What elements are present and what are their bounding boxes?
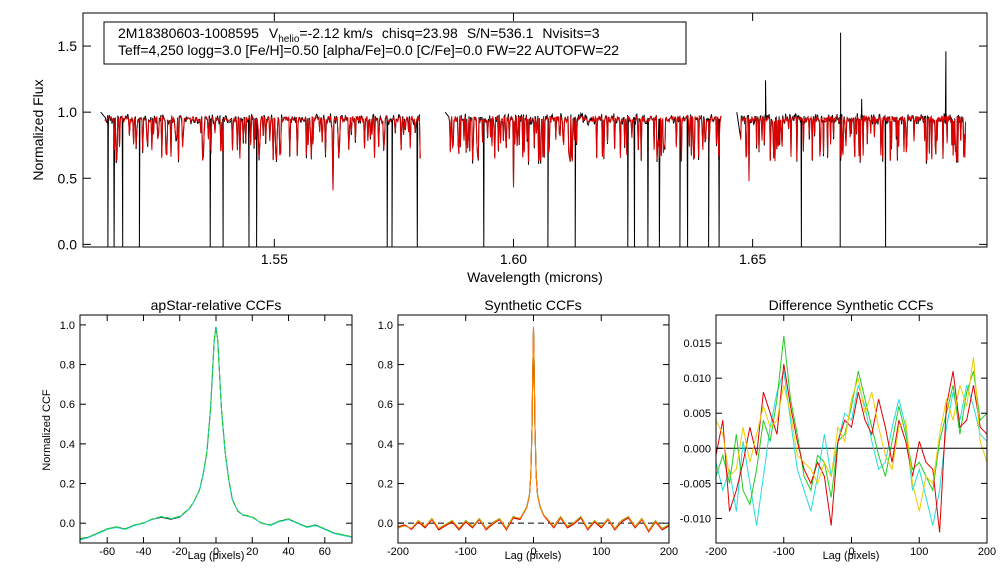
info-line-1: 2M18380603-1008595 Vhelio=-2.12 km/s chisq… xyxy=(118,25,600,45)
synthetic-ccf-panel: Synthetic CCFs -200 -100 0 100 200 0.0 0.2 0.4 0… xyxy=(378,297,678,562)
difference-ccf-panel: Difference Synthetic CCFs -200 -100 0 100 20… xyxy=(680,297,996,562)
x-tick-label: -40 xyxy=(136,546,152,558)
difference-ccf-title: Difference Synthetic CCFs xyxy=(769,297,934,313)
x-tick-label: 0 xyxy=(848,546,854,558)
y-tick-label: 0.005 xyxy=(683,408,711,420)
series-line-visit-2 xyxy=(398,326,669,532)
chisq: chisq=23.98 xyxy=(382,25,458,41)
x-tick-label: 200 xyxy=(978,546,996,558)
y-tick-label: 0.2 xyxy=(60,479,75,491)
model-spectrum-chip-2 xyxy=(448,114,722,188)
series-line-visit-1 xyxy=(716,370,987,526)
x-tick-label: -20 xyxy=(172,546,188,558)
y-tick-label: 0.8 xyxy=(378,360,393,372)
spectrum-panel: 1.55 1.60 1.65 0.0 0.5 1.0 1.5 2M18380603-1008… xyxy=(30,12,988,285)
x-tick-label: 60 xyxy=(319,546,331,558)
snr: S/N=536.1 xyxy=(467,25,534,41)
y-tick-label: 1.0 xyxy=(60,320,75,332)
info-box xyxy=(103,21,687,65)
difference-ccf-xlabel: Lag (pixels) xyxy=(823,550,880,562)
model-spectrum-chip-1 xyxy=(104,114,421,191)
series-line-visit-1 xyxy=(80,326,352,540)
difference-ccf-plot-area xyxy=(716,335,987,533)
x-tick-label: -100 xyxy=(773,546,795,558)
star-id: 2M18380603-1008595 xyxy=(118,25,259,41)
x-tick-label: -100 xyxy=(455,546,477,558)
synthetic-ccf-plot-area xyxy=(398,326,669,533)
x-tick-label: 100 xyxy=(592,546,610,558)
y-tick-label: 1.5 xyxy=(58,38,78,54)
y-tick-label: 0.0 xyxy=(60,518,75,530)
y-tick-label: 0.6 xyxy=(60,399,75,411)
spectrum-plot-area xyxy=(100,32,966,248)
y-tick-label: -0.010 xyxy=(680,513,711,525)
y-tick-label: 1.0 xyxy=(58,104,78,120)
spectrum-frame xyxy=(82,12,988,248)
apstar-ccf-frame xyxy=(79,314,353,544)
apstar-ccf-title: apStar-relative CCFs xyxy=(151,297,282,313)
apstar-ccf-xlabel: Lag (pixels) xyxy=(188,550,245,562)
y-tick-label: 0.4 xyxy=(378,439,393,451)
vhelio-sub: helio xyxy=(278,34,300,45)
y-tick-label: -0.005 xyxy=(680,478,711,490)
spectrum-xlabel: Wavelength (microns) xyxy=(467,269,603,285)
y-tick-label: 0.5 xyxy=(58,170,78,186)
spectrum-ylabel: Normalized Flux xyxy=(30,79,46,180)
x-tick-label: 100 xyxy=(910,546,928,558)
apstar-ccf-ylabel: Normalized CCF xyxy=(41,389,53,471)
synthetic-ccf-xlabel: Lag (pixels) xyxy=(505,550,562,562)
x-tick-label: -60 xyxy=(99,546,115,558)
y-tick-label: 0.0 xyxy=(378,518,393,530)
series-line-visit-4 xyxy=(716,357,987,512)
y-tick-label: 1.0 xyxy=(378,320,393,332)
difference-ccf-axes: -200 -100 0 100 200 -0.010 -0.005 0.000 0.005 0.0… xyxy=(680,315,996,558)
vhelio-value: =-2.12 km/s xyxy=(299,25,373,41)
x-tick-label: -200 xyxy=(705,546,727,558)
x-tick-label: 1.65 xyxy=(739,251,766,267)
x-tick-label: 200 xyxy=(660,546,678,558)
y-tick-label: 0.8 xyxy=(60,360,75,372)
x-tick-label: 1.60 xyxy=(500,251,527,267)
series-line-visit-3 xyxy=(716,364,987,533)
synthetic-ccf-title: Synthetic CCFs xyxy=(484,297,581,313)
x-tick-label: 40 xyxy=(282,546,294,558)
observed-spectrum-chip-2 xyxy=(444,111,722,248)
series-line-visit-2 xyxy=(80,326,352,541)
x-tick-label: 1.55 xyxy=(261,251,288,267)
series-line-visit-4 xyxy=(398,326,669,532)
apstar-ccf-axes: -60 -40 -20 0 20 40 60 0.0 0.2 0.4 0.6 0.8 1.0 xyxy=(60,315,352,558)
apstar-ccf-panel: apStar-relative CCFs -60 -40 -20 0 20 40 60 0.0… xyxy=(41,297,353,562)
series-line-visit-2 xyxy=(716,335,987,506)
model-spectrum-chip-3 xyxy=(740,114,966,182)
x-tick-label: 0 xyxy=(213,546,219,558)
spectrum-axes: 1.55 1.60 1.65 0.0 0.5 1.0 1.5 xyxy=(58,13,987,267)
y-tick-label: 0.2 xyxy=(378,479,393,491)
series-line-visit-3 xyxy=(80,326,352,540)
series-line-visit-1 xyxy=(398,326,669,533)
synthetic-ccf-axes: -200 -100 0 100 200 0.0 0.2 0.4 0.6 0.8 1.0 xyxy=(378,315,678,558)
x-tick-label: -200 xyxy=(387,546,409,558)
vhelio-label: V xyxy=(269,25,279,41)
nvisits: Nvisits=3 xyxy=(542,25,599,41)
x-tick-label: 20 xyxy=(246,546,258,558)
x-tick-label: 0 xyxy=(530,546,536,558)
y-tick-label: 0.0 xyxy=(58,236,78,252)
y-tick-label: 0.015 xyxy=(683,338,711,350)
y-tick-label: 0.4 xyxy=(60,439,75,451)
info-line-2: Teff=4,250 logg=3.0 [Fe/H]=0.50 [alpha/F… xyxy=(118,42,619,58)
y-tick-label: 0.6 xyxy=(378,399,393,411)
apstar-ccf-plot-area xyxy=(80,326,352,541)
series-line-visit-3 xyxy=(398,326,669,533)
y-tick-label: 0.010 xyxy=(683,373,711,385)
y-tick-label: 0.000 xyxy=(683,443,711,455)
